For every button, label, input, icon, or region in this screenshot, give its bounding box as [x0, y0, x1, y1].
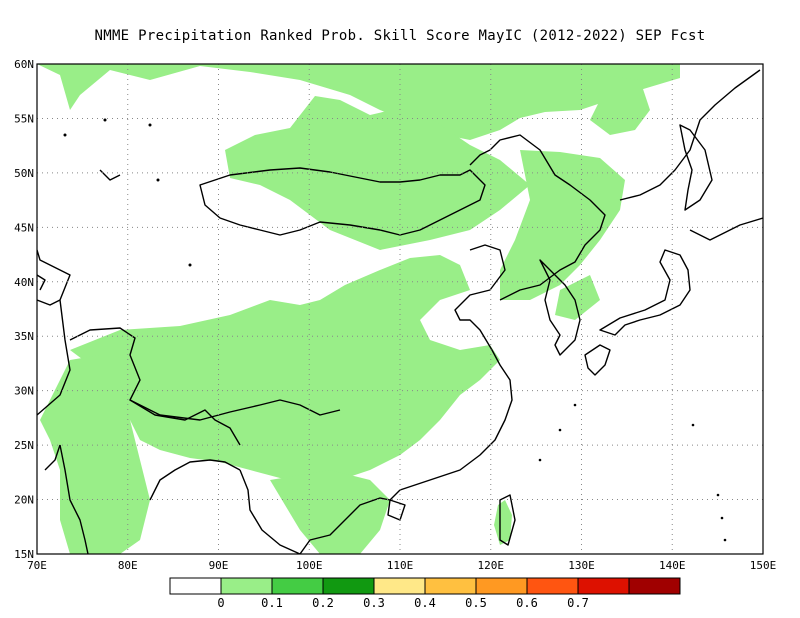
lat-tick-label: 35N — [14, 330, 34, 343]
lat-tick-label: 60N — [14, 58, 34, 71]
lat-tick-label: 20N — [14, 494, 34, 507]
lon-tick-label: 110E — [387, 559, 414, 572]
color-legend: 0 0.1 0.2 0.3 0.4 0.5 0.6 0.7 — [169, 577, 681, 610]
legend-label: 0.7 — [567, 596, 589, 610]
small-islands — [63, 118, 727, 542]
legend-swatch — [526, 577, 579, 595]
lat-tick-label: 30N — [14, 385, 34, 398]
lat-tick-label: 15N — [14, 548, 34, 561]
legend-label: 0 — [217, 596, 224, 610]
map-grid — [37, 64, 763, 554]
legend-swatch — [628, 577, 681, 595]
lon-tick-label: 140E — [659, 559, 686, 572]
legend-swatch — [322, 577, 375, 595]
lon-tick-label: 80E — [118, 559, 138, 572]
lon-tick-label: 90E — [209, 559, 229, 572]
skill-score-regions — [37, 64, 680, 554]
lon-tick-label: 120E — [478, 559, 505, 572]
legend-swatch — [475, 577, 528, 595]
lat-tick-label: 50N — [14, 167, 34, 180]
legend-swatch — [220, 577, 273, 595]
legend-label: 0.6 — [516, 596, 538, 610]
legend-label: 0.3 — [363, 596, 385, 610]
legend-label: 0.5 — [465, 596, 487, 610]
lon-tick-label: 150E — [750, 559, 777, 572]
legend-swatch — [373, 577, 426, 595]
map-title: NMME Precipitation Ranked Prob. Skill Sc… — [94, 28, 706, 44]
legend-label: 0.1 — [261, 596, 283, 610]
map-frame — [36, 63, 764, 555]
longitude-axis: 70E 80E 90E 100E 110E 120E 130E 140E 150E — [27, 559, 776, 572]
lat-tick-label: 45N — [14, 221, 34, 234]
legend-swatch — [424, 577, 477, 595]
latitude-axis: 15N 20N 25N 30N 35N 40N 45N 50N 55N 60N — [14, 58, 34, 561]
lon-tick-label: 130E — [568, 559, 595, 572]
legend-swatch — [169, 577, 222, 595]
legend-label: 0.2 — [312, 596, 334, 610]
lon-tick-label: 70E — [27, 559, 47, 572]
lat-tick-label: 25N — [14, 439, 34, 452]
legend-swatch — [271, 577, 324, 595]
lat-tick-label: 55N — [14, 112, 34, 125]
lon-tick-label: 100E — [296, 559, 323, 572]
coastlines-borders — [37, 69, 763, 554]
legend-label: 0.4 — [414, 596, 436, 610]
lat-tick-label: 40N — [14, 276, 34, 289]
legend-swatch — [577, 577, 630, 595]
